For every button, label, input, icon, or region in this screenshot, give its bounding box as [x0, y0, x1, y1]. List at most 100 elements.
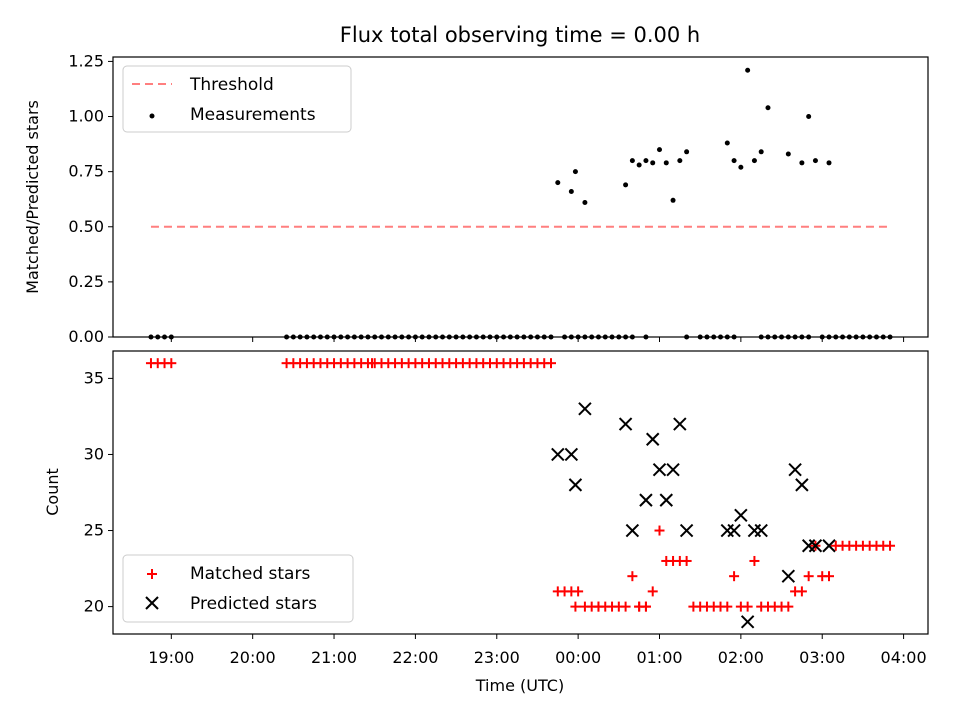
predicted-star-stroke-b	[618, 417, 633, 431]
measurement-point	[758, 149, 764, 155]
measurement-point	[365, 334, 371, 340]
legend-predicted-swatch	[145, 596, 159, 610]
measurement-point	[548, 334, 554, 340]
measurement-point	[880, 334, 886, 340]
top-y-ticks: 0.00 0.25 0.50 0.75 1.00 1.25	[68, 51, 113, 346]
measurement-point	[758, 334, 764, 340]
bottom-xtick-label: 04:00	[881, 648, 927, 667]
measurement-point	[731, 158, 737, 164]
measurement-point	[785, 334, 791, 340]
measurement-point	[317, 334, 323, 340]
measurement-point	[426, 334, 432, 340]
measurement-point	[433, 334, 439, 340]
bottom-xtick-label: 23:00	[474, 648, 520, 667]
bottom-legend: Matched stars Predicted stars	[122, 554, 354, 623]
measurement-point	[629, 158, 635, 164]
predicted-star-stroke-b	[666, 462, 680, 477]
measurement-point	[494, 334, 500, 340]
bottom-ytick-label: 30	[84, 444, 104, 463]
predicted-star-stroke-b	[673, 417, 687, 431]
measurement-point	[643, 334, 649, 340]
top-ytick-label: 0.75	[68, 162, 104, 181]
predicted-star-point	[564, 447, 579, 462]
legend-measurements-swatch	[149, 113, 155, 119]
measurement-point	[582, 334, 588, 340]
measurement-point	[799, 160, 805, 166]
measurement-point	[751, 158, 757, 164]
predicted-star-stroke-b	[679, 523, 694, 538]
predicted-star-stroke-b	[564, 447, 579, 462]
measurement-point	[873, 334, 879, 340]
measurement-point	[467, 334, 473, 340]
measurement-point	[412, 334, 418, 340]
legend-threshold-label: Threshold	[189, 75, 274, 95]
bottom-marks	[145, 358, 896, 629]
predicted-star-point	[666, 462, 680, 477]
legend-matched-label: Matched stars	[190, 564, 310, 584]
measurement-point	[799, 334, 805, 340]
predicted-star-point	[754, 523, 768, 538]
measurement-point	[629, 334, 635, 340]
top-ytick-label: 1.00	[68, 107, 104, 126]
measurement-point	[765, 105, 771, 111]
predicted-star-stroke-b	[646, 432, 660, 446]
top-ytick-label: 0.00	[68, 327, 104, 346]
matched-star-point	[729, 571, 740, 582]
measurement-point	[745, 67, 751, 73]
measurement-point	[324, 334, 330, 340]
bottom-x-ticks: 19:00 20:00 21:00 22:00 23:00 00:00 01:00 02:00…	[148, 634, 927, 667]
predicted-star-stroke-b	[625, 523, 640, 538]
bottom-xtick-label: 02:00	[718, 648, 764, 667]
measurement-point	[487, 334, 493, 340]
measurement-point	[779, 334, 785, 340]
measurement-point	[887, 334, 893, 340]
measurement-point	[575, 334, 581, 340]
predicted-star-stroke-b	[795, 478, 809, 492]
bottom-panel-frame	[112, 350, 929, 635]
measurement-point	[677, 158, 683, 164]
x-axis-label: Time (UTC)	[475, 676, 564, 695]
measurement-point	[562, 334, 568, 340]
measurement-point	[155, 334, 161, 340]
matched-star-point	[627, 571, 638, 582]
measurement-point	[616, 334, 622, 340]
predicted-star-point	[734, 508, 748, 523]
bottom-ytick-label: 25	[84, 521, 104, 540]
measurement-point	[582, 200, 588, 206]
measurement-point	[460, 334, 466, 340]
predicted-star-point	[568, 478, 583, 492]
measurement-point	[643, 158, 649, 164]
matched-star-point	[573, 586, 584, 597]
bottom-ytick-label: 20	[84, 597, 104, 616]
measurement-point	[345, 334, 351, 340]
measurement-point	[480, 334, 486, 340]
measurement-point	[738, 164, 744, 170]
measurement-point	[595, 334, 601, 340]
measurement-point	[507, 334, 513, 340]
measurement-point	[636, 162, 642, 168]
matched-star-point	[546, 358, 557, 369]
measurement-point	[840, 334, 846, 340]
bottom-xtick-label: 20:00	[230, 648, 276, 667]
top-ytick-label: 0.25	[68, 272, 104, 291]
measurement-point	[521, 334, 527, 340]
measurement-point	[372, 334, 378, 340]
measurement-point	[419, 334, 425, 340]
measurement-point	[650, 160, 656, 166]
measurement-point	[528, 334, 534, 340]
measurement-point	[534, 334, 540, 340]
predicted-star-point	[808, 539, 823, 553]
measurement-point	[792, 334, 798, 340]
bottom-xtick-label: 01:00	[636, 648, 682, 667]
measurement-point	[684, 149, 690, 155]
measurement-point	[602, 334, 608, 340]
bottom-xtick-label: 21:00	[311, 648, 357, 667]
top-ytick-label: 1.25	[68, 51, 104, 70]
predicted-star-point	[652, 462, 667, 477]
measurement-point	[351, 334, 357, 340]
top-legend: Threshold Measurements	[122, 65, 352, 133]
predicted-star-stroke-b	[822, 539, 836, 553]
bottom-y-ticks: 20 25 30 35	[84, 368, 113, 616]
predicted-star-stroke-b	[568, 478, 583, 492]
measurement-point	[812, 158, 818, 164]
